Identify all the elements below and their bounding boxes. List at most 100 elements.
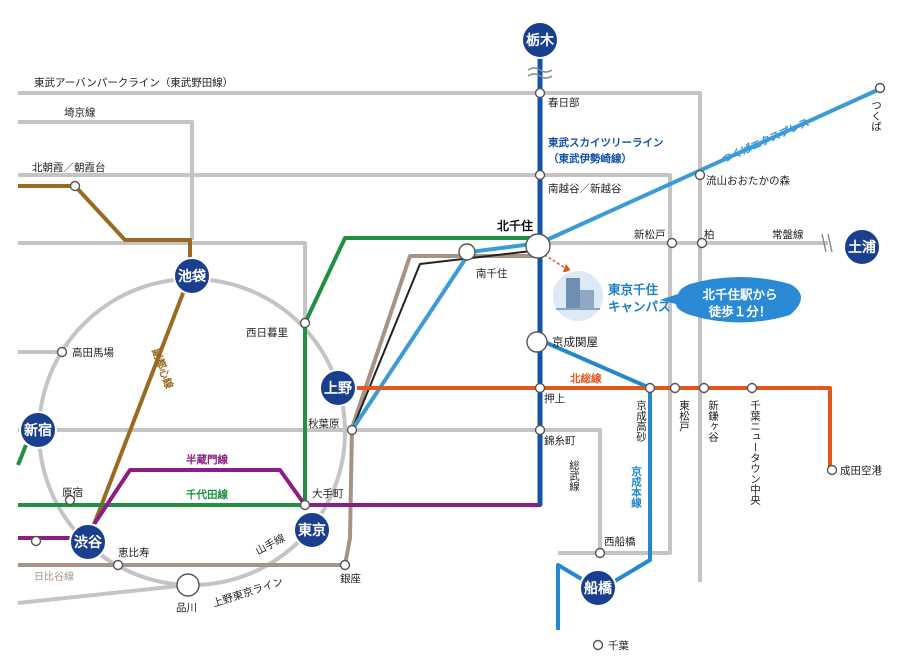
tobu-urban-park-line: [18, 91, 702, 582]
chiyoda-west-track: [16, 444, 28, 466]
station-dot-chiba-newtown: [746, 382, 758, 394]
campus-name-line-1: 東京千住: [608, 282, 659, 297]
line-label-hokuso: 北総線: [570, 372, 602, 385]
hub-tokyo[interactable]: 東京: [293, 511, 331, 549]
station-dot-shin-kamagaya: [698, 382, 710, 394]
station-dot-keisei-sekiya: [526, 331, 548, 353]
hub-ueno[interactable]: 上野: [319, 369, 357, 407]
hub-shibuya-label: 渋谷: [74, 534, 103, 551]
hub-tsuchiura-label: 土浦: [848, 239, 876, 256]
hanzomon-line: [18, 430, 542, 540]
station-label-chiba-newtown: 千葉ニュータウン中央: [749, 400, 761, 506]
hub-ueno-label: 上野: [324, 381, 352, 397]
hub-tochigi-label: 栃木: [526, 32, 555, 49]
tsukuba-express-line: [350, 86, 883, 432]
ueno-tokyo-line-track: [17, 583, 189, 605]
station-dot-oshiage: [534, 382, 546, 394]
station-label-shin-matsudo: 新松戸: [634, 228, 666, 241]
station-label-ebisu: 恵比寿: [118, 546, 150, 559]
saikyo-line: [18, 120, 194, 240]
station-dot-harajuku: [64, 494, 76, 506]
station-dot-keisei-takasago: [644, 382, 656, 394]
station-dot-tsukuba: [874, 82, 886, 94]
station-dot-kita-asaka: [69, 180, 81, 192]
hub-tsuchiura[interactable]: 土浦: [843, 228, 881, 266]
hub-shinjuku[interactable]: 新宿: [19, 411, 57, 449]
gray-lines: [17, 91, 828, 605]
line-label-tsukuba-express: つくばエクスプレス: [720, 116, 811, 166]
station-label-nagareyama: 流山おおたかの森: [706, 174, 790, 187]
station-dot-ebisu: [112, 559, 124, 571]
line-label-skytree-2: （東武伊勢崎線）: [548, 152, 632, 165]
walk-callout: 北千住駅から 徒歩１分！: [660, 277, 801, 323]
hub-funabashi[interactable]: 船橋: [579, 569, 617, 607]
station-label-takadanobaba: 高田馬場: [72, 346, 114, 359]
station-label-kasukabe: 春日部: [548, 96, 580, 109]
kita-asaka-line: [18, 173, 672, 555]
station-dot-kashiwa: [696, 237, 708, 249]
station-label-tsukuba: つくば: [870, 100, 882, 132]
joban-break-marks: [821, 233, 833, 253]
hub-funabashi-label: 船橋: [584, 580, 613, 597]
chiyoda-line: [18, 236, 540, 507]
station-label-minamikoshigaya: 南越谷／新越谷: [548, 182, 622, 195]
hub-shinjuku-label: 新宿: [24, 422, 52, 439]
campus-building-icon-tower: [566, 278, 580, 308]
station-label-nishi-funabashi: 西船橋: [604, 535, 636, 548]
station-dot-higashi-matsudo: [669, 382, 681, 394]
fukutoshin-line: [18, 184, 192, 541]
hub-tokyo-label: 東京: [298, 522, 326, 539]
station-label-nishi-nippori: 西日暮里: [246, 326, 288, 339]
hub-shibuya[interactable]: 渋谷: [69, 523, 107, 561]
hub-ikebukuro-label: 池袋: [178, 268, 207, 285]
station-dot-narita-airport: [826, 464, 838, 476]
station-dot-kinshicho: [534, 424, 546, 436]
station-dot-minamisenju: [458, 243, 476, 261]
station-label-higashi-matsudo: 東松戸: [678, 399, 690, 432]
campus-name-line-2: キャンパス: [608, 299, 671, 314]
line-label-skytree-1: 東武スカイツリーライン: [548, 136, 664, 149]
station-dot-nishi-funabashi: [594, 547, 606, 559]
line-label-hanzomon: 半蔵門線: [186, 453, 228, 466]
station-label-otemachi: 大手町: [312, 487, 344, 500]
station-dot-kasukabe: [534, 87, 546, 99]
station-dot-kitasenju: [525, 233, 551, 259]
walk-callout-bubble: [660, 277, 801, 323]
station-label-keisei-takasago: 京成高砂: [635, 399, 647, 443]
station-label-akihabara: 秋葉原: [308, 417, 340, 430]
small-stations: [30, 82, 886, 651]
station-dot-ginza: [339, 559, 351, 571]
station-label-kita-asaka: 北朝霞／朝霞台: [32, 161, 106, 174]
station-dot-shinagawa: [176, 573, 200, 597]
station-dot-nishi-nippori: [299, 317, 311, 329]
campus-arrow-head: [563, 264, 572, 272]
station-label-narita-airport: 成田空港: [840, 464, 882, 477]
station-label-oshiage: 押上: [544, 392, 565, 405]
line-label-saikyo: 埼京線: [64, 106, 96, 119]
line-label-keisei-main: 京成本線: [630, 465, 642, 509]
station-label-minamisenju: 南千住: [476, 267, 508, 280]
station-dot-minamikoshigaya: [534, 169, 546, 181]
chuo-sobu-line: [18, 428, 602, 553]
station-dot-shin-matsudo: [666, 237, 678, 249]
station-dot-otemachi: [299, 499, 311, 511]
station-label-ginza: 銀座: [340, 572, 361, 585]
line-label-tobu-urban: 東武アーバンパークライン（東武野田線）: [34, 76, 233, 89]
station-label-chiba: 千葉: [608, 639, 629, 652]
walk-callout-line-2: 徒歩１分！: [708, 304, 772, 319]
station-label-shinagawa: 品川: [176, 602, 197, 614]
nishi-nippori-line: [18, 241, 307, 323]
black-line: [351, 249, 541, 431]
line-label-sobu: 総武線: [568, 459, 580, 491]
station-label-keisei-sekiya: 京成関屋: [552, 335, 598, 349]
station-dot-chiyoda-west: [30, 535, 42, 547]
campus[interactable]: 東京千住 キャンパス: [551, 269, 671, 323]
line-label-hibiya: 日比谷線: [34, 570, 74, 583]
campus-building-icon-annex: [580, 290, 594, 308]
station-dot-akihabara: [346, 424, 358, 436]
hub-ikebukuro[interactable]: 池袋: [173, 257, 211, 295]
hub-tochigi[interactable]: 栃木: [521, 21, 559, 59]
station-label-kashiwa: 柏: [704, 228, 715, 241]
